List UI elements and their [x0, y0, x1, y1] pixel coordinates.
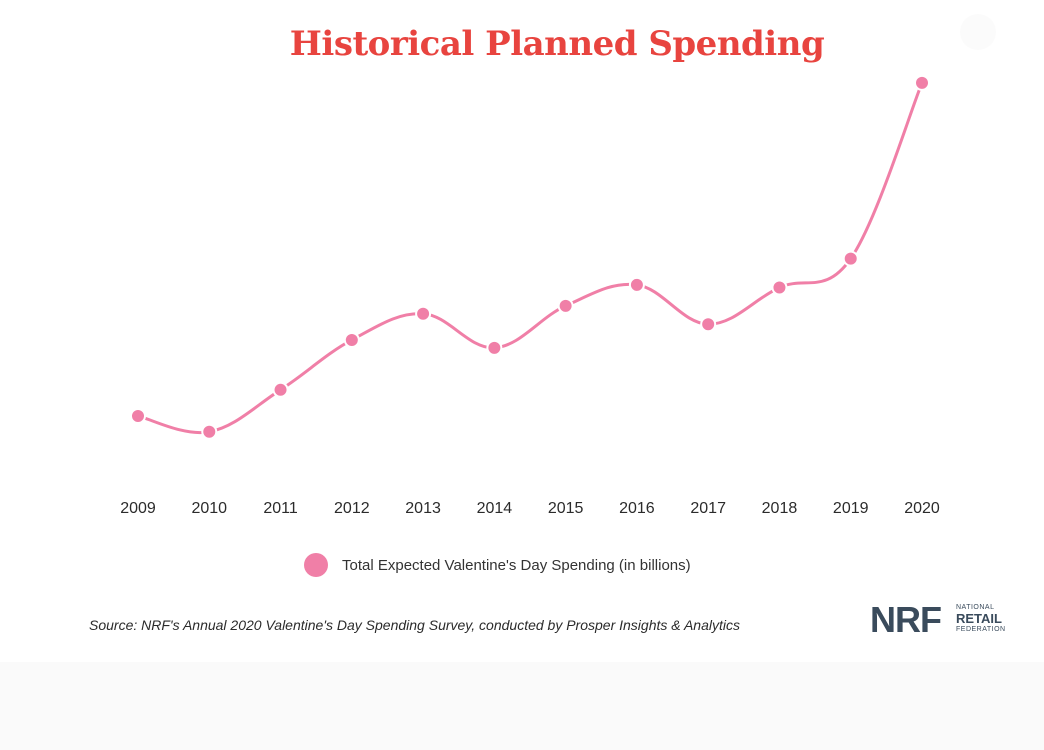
- data-point-2015: [557, 297, 574, 314]
- data-point-2011: [272, 381, 289, 398]
- data-point-2016: [628, 276, 645, 293]
- logo-line-2: RETAIL: [956, 611, 1002, 626]
- series-line: [136, 81, 924, 435]
- data-point-2014: [486, 339, 503, 356]
- data-point-2010: [201, 423, 218, 440]
- source-note: Source: NRF's Annual 2020 Valentine's Da…: [89, 617, 740, 633]
- x-tick-label-2018: 2018: [762, 500, 798, 517]
- line-chart: 2009 2010 2011 2012 2013 2014 2015 2016 2017 2018…: [120, 74, 940, 517]
- legend-label: Total Expected Valentine's Day Spending …: [342, 556, 691, 574]
- data-point-2009: [130, 408, 146, 425]
- data-point-2018: [771, 279, 788, 296]
- x-tick-label-2015: 2015: [548, 500, 584, 517]
- footer-band: [0, 662, 1044, 750]
- legend: Total Expected Valentine's Day Spending …: [304, 552, 691, 578]
- x-tick-label-2020: 2020: [904, 500, 940, 517]
- nrf-logo: NRF NATIONAL RETAIL FEDERATION: [870, 602, 1010, 638]
- x-tick-label-2011: 2011: [263, 500, 298, 517]
- x-tick-label-2016: 2016: [619, 500, 655, 517]
- x-tick-label-2019: 2019: [833, 500, 869, 517]
- x-tick-label-2010: 2010: [191, 500, 227, 517]
- data-point-2013: [415, 305, 432, 322]
- x-tick-label-2013: 2013: [405, 500, 441, 517]
- logo-line-3: FEDERATION: [956, 626, 1006, 633]
- x-tick-label-2009: 2009: [120, 500, 156, 517]
- x-tick-label-2014: 2014: [477, 500, 513, 517]
- logo-wordmark: NATIONAL RETAIL FEDERATION: [956, 604, 1016, 633]
- corner-decoration: [960, 14, 996, 50]
- x-tick-label-2012: 2012: [334, 500, 370, 517]
- logo-mark: NRF: [870, 599, 942, 640]
- data-point-2020: [914, 74, 930, 91]
- data-point-2017: [700, 316, 717, 333]
- chart-title: Historical Planned Spending: [289, 24, 825, 64]
- x-tick-label-2017: 2017: [690, 500, 726, 517]
- legend-marker: [304, 553, 328, 577]
- logo-line-1: NATIONAL: [956, 604, 995, 611]
- data-point-2012: [343, 331, 360, 348]
- data-point-2019: [842, 250, 859, 267]
